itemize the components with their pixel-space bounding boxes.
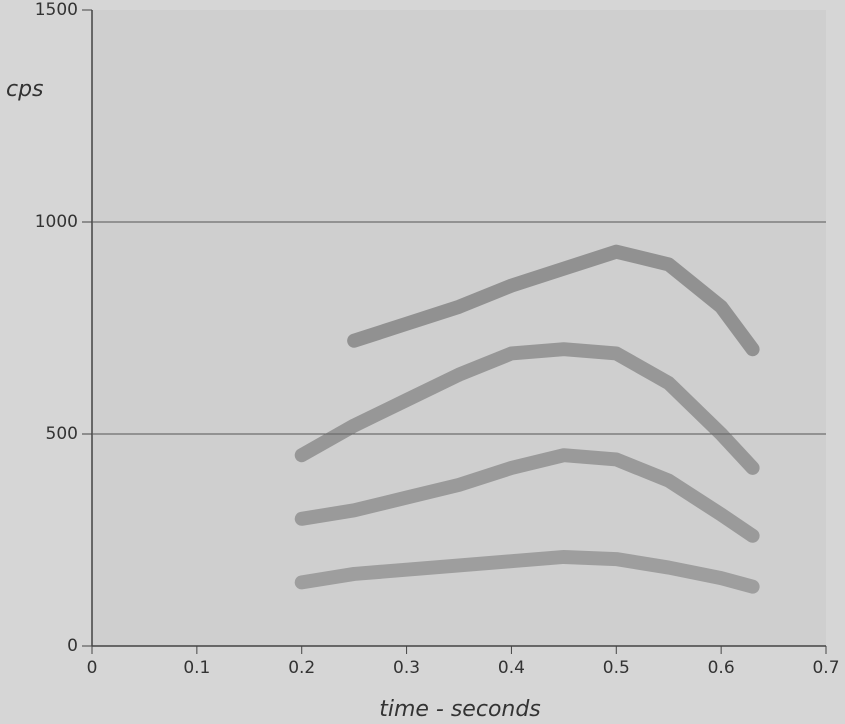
y-tick-label: 1500: [35, 0, 78, 20]
formant-band: [294, 549, 760, 594]
x-axis-title: time - seconds: [379, 697, 541, 722]
y-axis-title: cps: [6, 77, 44, 102]
formant-band: [294, 342, 760, 475]
x-tick-label: 0.2: [288, 658, 315, 678]
plot-area: [92, 10, 826, 646]
formant-band: [294, 448, 760, 543]
formant-band: [347, 244, 760, 357]
x-tick-label: 0.4: [498, 658, 525, 678]
x-tick-label: 0.7: [812, 658, 839, 678]
x-tick-label: 0.1: [183, 658, 210, 678]
y-tick-label: 1000: [35, 212, 78, 232]
x-tick-label: 0: [87, 658, 98, 678]
x-tick-label: 0.3: [393, 658, 420, 678]
x-tick-label: 0.6: [708, 658, 735, 678]
y-tick-label: 500: [46, 424, 78, 444]
y-tick-label: 0: [67, 636, 78, 656]
x-tick-label: 0.5: [603, 658, 630, 678]
